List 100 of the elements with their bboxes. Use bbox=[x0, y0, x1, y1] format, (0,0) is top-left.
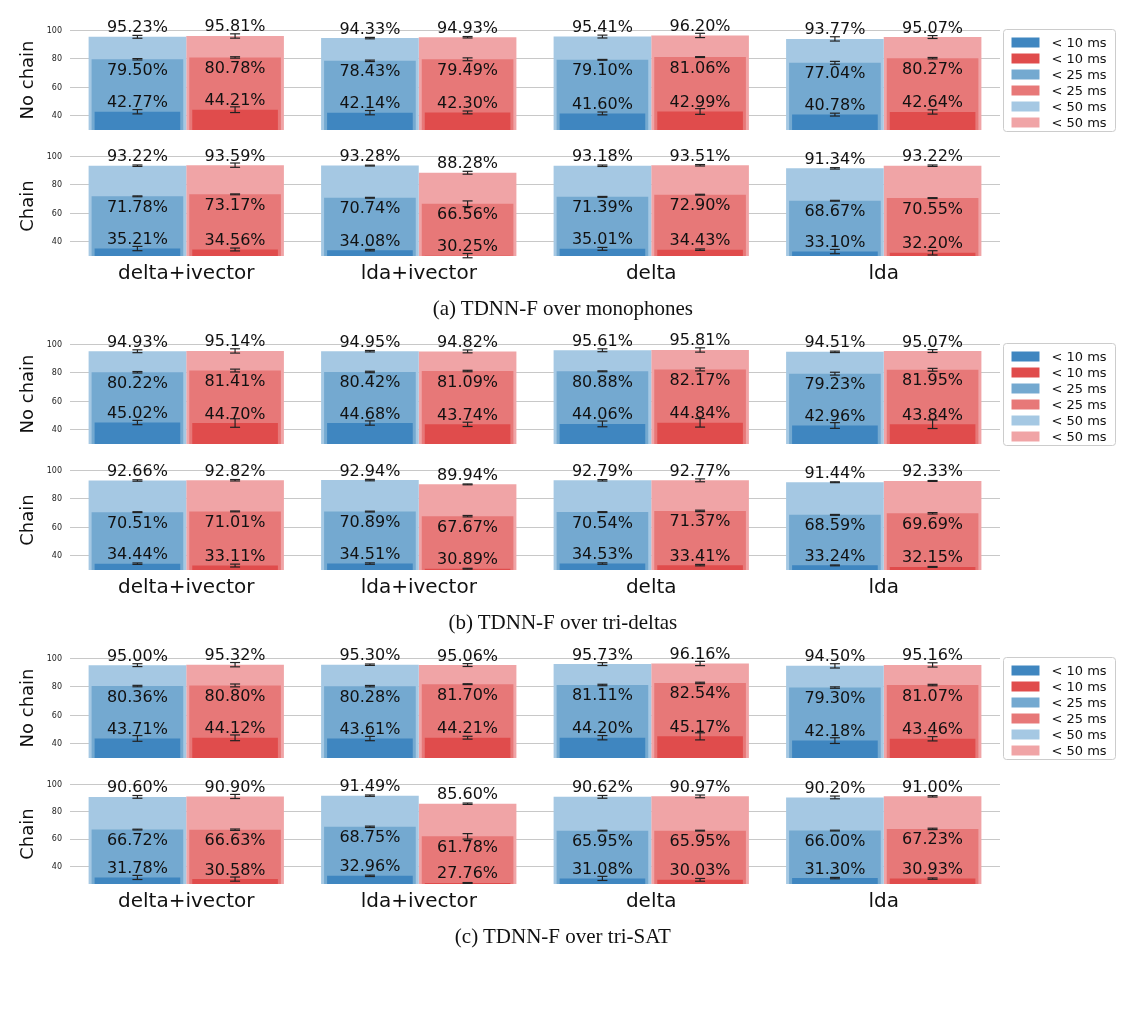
data-label: 94.50% bbox=[804, 646, 866, 666]
y-tick-label: 40 bbox=[51, 111, 62, 121]
data-label: 41.60% bbox=[571, 93, 633, 113]
data-label: 70.74% bbox=[339, 198, 401, 218]
data-label: 68.67% bbox=[804, 201, 866, 221]
data-label: 80.22% bbox=[106, 372, 168, 392]
data-label: 67.23% bbox=[902, 829, 964, 849]
legend-label: < 50 ms bbox=[1051, 429, 1107, 444]
legend-label: < 10 ms bbox=[1051, 51, 1107, 66]
x-tick-label: delta bbox=[625, 260, 677, 284]
y-tick-label: 80 bbox=[51, 180, 62, 190]
y-axis-title: Chain bbox=[16, 180, 38, 232]
data-label: 95.16% bbox=[902, 645, 964, 665]
data-label: 70.51% bbox=[106, 512, 168, 532]
data-label: 90.60% bbox=[106, 777, 168, 797]
legend-label: < 25 ms bbox=[1051, 711, 1107, 726]
data-label: 95.06% bbox=[437, 645, 499, 665]
data-label: 95.00% bbox=[106, 645, 168, 665]
data-label: 85.60% bbox=[437, 784, 499, 804]
data-label: 34.08% bbox=[339, 230, 401, 250]
data-label: 78.43% bbox=[339, 61, 401, 81]
data-label: 92.77% bbox=[669, 460, 731, 480]
x-tick-label: delta bbox=[625, 574, 677, 598]
data-label: 44.68% bbox=[339, 403, 401, 423]
data-label: 94.51% bbox=[804, 332, 866, 352]
data-label: 95.81% bbox=[204, 16, 266, 36]
data-label: 71.01% bbox=[204, 511, 266, 531]
x-tick-label: delta bbox=[625, 888, 677, 912]
text: (c) TDNN-F over tri-SAT bbox=[454, 923, 671, 948]
data-label: 81.41% bbox=[204, 371, 266, 391]
data-label: 42.99% bbox=[669, 91, 731, 111]
legend-label: < 25 ms bbox=[1051, 67, 1107, 82]
y-tick-label: 40 bbox=[51, 551, 62, 561]
data-label: 79.49% bbox=[437, 59, 499, 79]
y-tick-label: 60 bbox=[51, 834, 62, 844]
data-label: 79.30% bbox=[804, 688, 866, 708]
legend-label: < 10 ms bbox=[1051, 365, 1107, 380]
data-label: 91.00% bbox=[902, 776, 964, 796]
data-label: 81.70% bbox=[437, 684, 499, 704]
data-label: 65.95% bbox=[669, 831, 731, 851]
data-label: 82.54% bbox=[669, 683, 731, 703]
data-label: 81.09% bbox=[437, 371, 499, 391]
data-label: 44.12% bbox=[204, 718, 266, 738]
y-tick-label: 60 bbox=[51, 396, 62, 406]
data-label: 33.24% bbox=[804, 545, 866, 565]
legend-label: < 25 ms bbox=[1051, 83, 1107, 98]
data-label: 32.15% bbox=[902, 547, 964, 567]
data-label: 30.03% bbox=[669, 860, 731, 880]
data-label: 66.63% bbox=[204, 830, 266, 850]
data-label: 93.28% bbox=[339, 146, 401, 166]
x-tick-label: lda bbox=[868, 574, 900, 598]
data-label: 94.95% bbox=[339, 331, 401, 351]
data-label: 71.78% bbox=[106, 196, 168, 216]
data-label: 45.02% bbox=[106, 403, 168, 423]
x-tick-label: lda+ivector bbox=[360, 574, 478, 598]
y-tick-label: 80 bbox=[51, 494, 62, 504]
data-label: 68.59% bbox=[804, 515, 866, 535]
data-label: 45.17% bbox=[669, 716, 731, 736]
legend-label: < 50 ms bbox=[1051, 99, 1107, 114]
data-label: 92.33% bbox=[902, 461, 964, 481]
legend-label: < 10 ms bbox=[1051, 679, 1107, 694]
data-label: 35.01% bbox=[571, 229, 633, 249]
data-label: 61.78% bbox=[437, 836, 499, 856]
data-label: 34.51% bbox=[339, 544, 401, 564]
data-label: 32.20% bbox=[902, 233, 964, 253]
data-label: 93.18% bbox=[571, 146, 633, 166]
data-label: 93.22% bbox=[902, 146, 964, 166]
data-label: 33.10% bbox=[804, 232, 866, 252]
data-label: 43.74% bbox=[437, 404, 499, 424]
data-label: 30.89% bbox=[437, 549, 499, 569]
legend-label: < 50 ms bbox=[1051, 743, 1107, 758]
data-label: 90.97% bbox=[669, 776, 731, 796]
data-label: 90.62% bbox=[571, 777, 633, 797]
data-label: 73.17% bbox=[204, 194, 266, 214]
data-label: 30.25% bbox=[437, 236, 499, 256]
data-label: 44.21% bbox=[204, 90, 266, 110]
data-label: 43.61% bbox=[339, 719, 401, 739]
x-tick-label: lda bbox=[868, 888, 900, 912]
data-label: 32.96% bbox=[339, 856, 401, 876]
data-label: 92.82% bbox=[204, 460, 266, 480]
data-label: 31.08% bbox=[571, 858, 633, 878]
data-label: 95.61% bbox=[571, 330, 633, 350]
data-label: 71.37% bbox=[669, 511, 731, 531]
legend-label: < 50 ms bbox=[1051, 413, 1107, 428]
legend-label: < 25 ms bbox=[1051, 381, 1107, 396]
y-tick-label: 40 bbox=[51, 739, 62, 749]
data-label: 31.78% bbox=[106, 857, 168, 877]
data-label: 66.00% bbox=[804, 831, 866, 851]
data-label: 65.95% bbox=[571, 831, 633, 851]
data-label: 79.50% bbox=[106, 59, 168, 79]
y-axis-title: Chain bbox=[16, 808, 38, 860]
data-label: 70.54% bbox=[571, 512, 633, 532]
data-label: 93.77% bbox=[804, 19, 866, 39]
data-label: 70.89% bbox=[339, 512, 401, 532]
data-label: 80.27% bbox=[902, 58, 964, 78]
y-axis-title: No chain bbox=[16, 354, 38, 434]
y-tick-label: 40 bbox=[51, 861, 62, 871]
data-label: 34.43% bbox=[669, 230, 731, 250]
data-label: 42.14% bbox=[339, 93, 401, 113]
legend-label: < 25 ms bbox=[1051, 397, 1107, 412]
